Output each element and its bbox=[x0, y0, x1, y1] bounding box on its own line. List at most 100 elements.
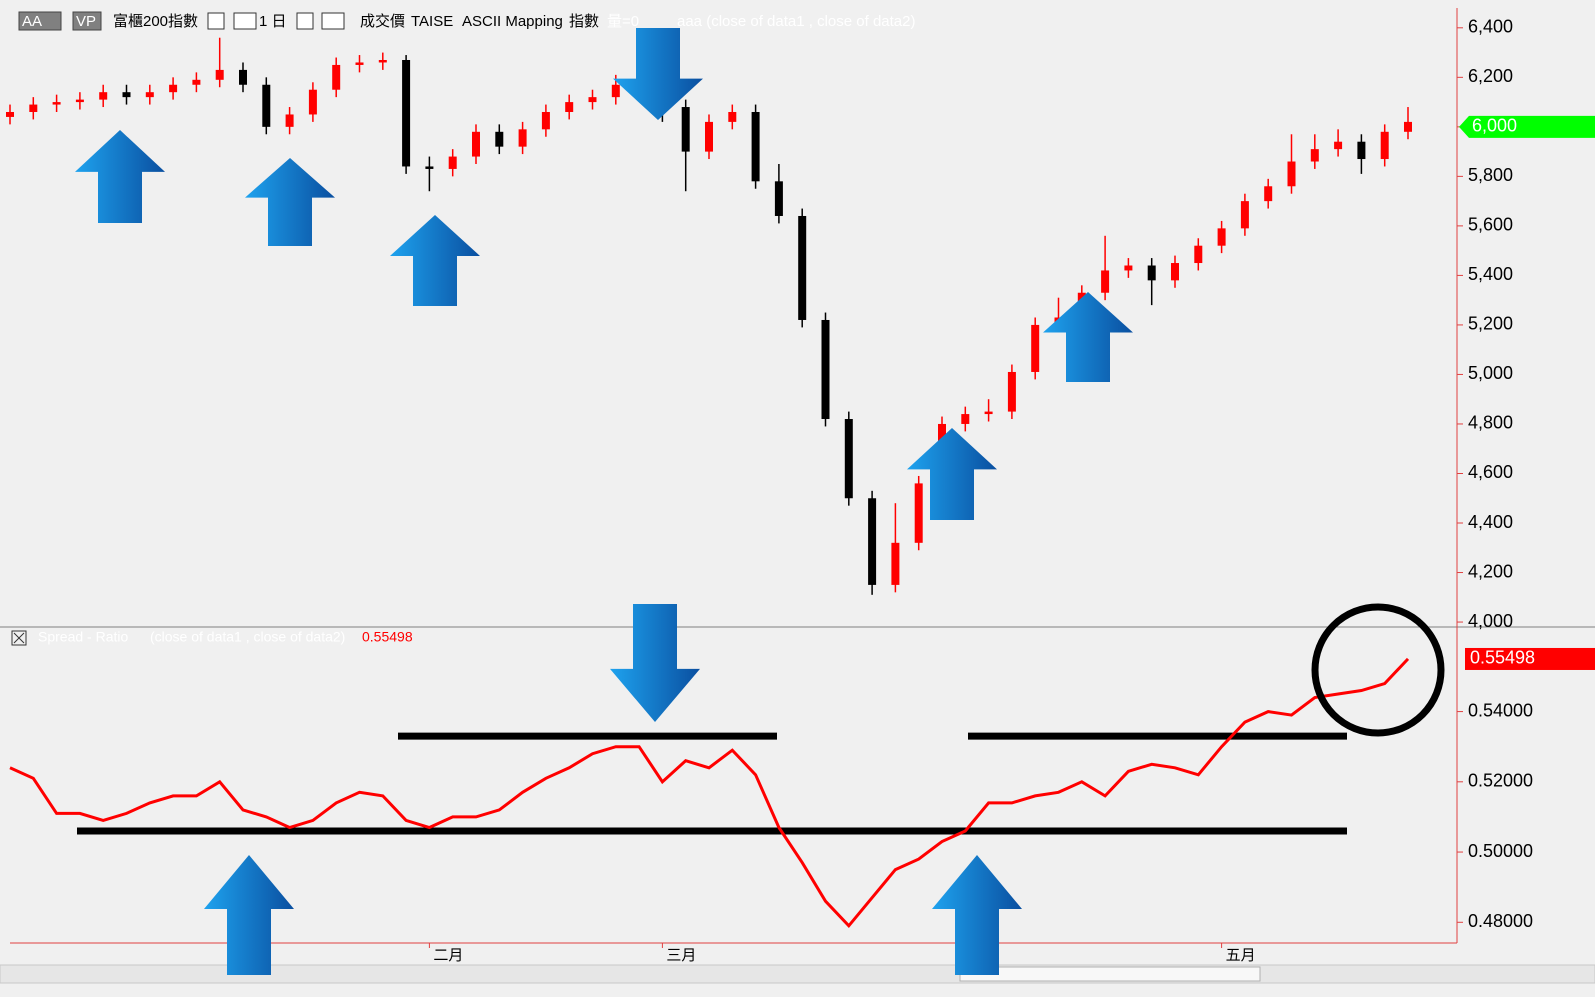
candle-body bbox=[705, 121, 713, 152]
candle-body bbox=[1310, 149, 1319, 162]
candle-body bbox=[914, 483, 923, 543]
candle-body bbox=[75, 99, 84, 103]
candle-body bbox=[1357, 141, 1366, 160]
candle-body bbox=[122, 92, 131, 98]
last-price-tag bbox=[1459, 115, 1595, 138]
candle-body bbox=[378, 59, 387, 63]
candle-body bbox=[518, 129, 527, 147]
toolbar-item: 成交價 bbox=[360, 12, 405, 30]
last-value-label: 0.55498 bbox=[1470, 648, 1535, 668]
dropdown-button[interactable] bbox=[296, 12, 314, 30]
y-tick-label: 5,400 bbox=[1468, 264, 1513, 284]
candle-body bbox=[1287, 161, 1296, 187]
toolbar-item: 1 日 bbox=[259, 13, 287, 30]
y-tick-label: 6,400 bbox=[1468, 17, 1513, 37]
up-arrow bbox=[932, 855, 1022, 975]
x-tick-label: 二月 bbox=[433, 947, 463, 964]
dropdown-button[interactable] bbox=[321, 12, 345, 30]
down-arrow bbox=[613, 28, 703, 120]
candle-body bbox=[681, 107, 690, 152]
last-value-tag bbox=[1465, 647, 1595, 670]
candle-body bbox=[6, 111, 14, 117]
y-tick-label: 4,200 bbox=[1468, 561, 1513, 581]
up-arrow bbox=[204, 855, 294, 975]
y-tick-label: 5,000 bbox=[1468, 363, 1513, 383]
panel-subtitle: (close of data1 , close of data2) bbox=[150, 629, 345, 645]
candle-body bbox=[169, 84, 178, 93]
candle-body bbox=[262, 84, 271, 127]
y-tick-label: 4,400 bbox=[1468, 512, 1513, 532]
last-price-label: 6,000 bbox=[1472, 116, 1517, 136]
candle-body bbox=[821, 319, 830, 420]
candle-body bbox=[774, 181, 783, 216]
y-tick-label: 5,600 bbox=[1468, 215, 1513, 235]
toolbar-item: 指數 bbox=[569, 13, 599, 30]
highlight-circle bbox=[1311, 603, 1445, 737]
toolbar-button[interactable] bbox=[72, 11, 102, 31]
toolbar-item: ASCII Mapping bbox=[462, 13, 563, 30]
toolbar-button[interactable] bbox=[18, 11, 62, 31]
up-arrow bbox=[390, 215, 480, 306]
y-tick-label: 5,800 bbox=[1468, 165, 1513, 185]
up-arrow bbox=[75, 130, 165, 223]
candle-body bbox=[308, 89, 317, 115]
candle-body bbox=[1147, 265, 1156, 281]
candle-body bbox=[332, 64, 341, 90]
toolbar-item: TAISE bbox=[411, 13, 453, 30]
candle-body bbox=[1217, 228, 1226, 246]
candle-body bbox=[1334, 141, 1343, 150]
up-arrow bbox=[245, 158, 335, 246]
toolbar-item[interactable]: VP bbox=[76, 13, 96, 30]
candle-body bbox=[984, 411, 993, 415]
candle-body bbox=[868, 498, 877, 585]
y-tick-label: 5,200 bbox=[1468, 314, 1513, 334]
candle-body bbox=[728, 111, 737, 122]
candle-body bbox=[1380, 131, 1389, 160]
candle-body bbox=[541, 111, 550, 130]
y-tick-label: 0.52000 bbox=[1468, 771, 1533, 791]
candle-body bbox=[1031, 324, 1040, 372]
toolbar-item: 量=0 bbox=[607, 13, 639, 30]
candle-body bbox=[611, 84, 620, 98]
candle-body bbox=[1171, 263, 1179, 281]
toolbar-item[interactable]: AA bbox=[22, 13, 42, 30]
candle-body bbox=[1124, 265, 1133, 271]
candle-body bbox=[402, 59, 411, 167]
dropdown-button[interactable] bbox=[207, 12, 225, 30]
x-tick-label: 三月 bbox=[666, 947, 696, 964]
candle-body bbox=[495, 131, 504, 147]
toolbar-item: aaa (close of data1 , close of data2) bbox=[677, 13, 915, 30]
candle-body bbox=[1194, 245, 1203, 264]
candle-body bbox=[844, 419, 853, 499]
candle-body bbox=[891, 542, 900, 585]
candle-body bbox=[355, 62, 364, 65]
x-tick-label: 五月 bbox=[1226, 947, 1256, 964]
panel-title: Spread - Ratio bbox=[38, 629, 128, 645]
candle-body bbox=[798, 215, 807, 320]
candle-body bbox=[425, 166, 434, 169]
candle-body bbox=[145, 92, 154, 98]
dropdown-button[interactable] bbox=[233, 12, 257, 30]
candle-body bbox=[239, 69, 247, 85]
close-panel-button[interactable] bbox=[11, 630, 27, 646]
candle-body bbox=[192, 79, 201, 85]
candle-body bbox=[52, 102, 61, 105]
toolbar-item: 富櫃200指數 bbox=[113, 12, 198, 30]
down-arrow bbox=[610, 604, 700, 722]
candle-body bbox=[1101, 270, 1110, 293]
candle-body bbox=[1404, 121, 1412, 132]
y-tick-label: 4,800 bbox=[1468, 413, 1513, 433]
candle-body bbox=[448, 156, 457, 169]
candle-body bbox=[215, 69, 224, 80]
candle-body bbox=[1264, 186, 1273, 202]
candle-body bbox=[285, 114, 294, 127]
candle-body bbox=[751, 111, 760, 182]
up-arrow bbox=[1043, 292, 1133, 382]
panel-value: 0.55498 bbox=[362, 629, 413, 645]
candle-body bbox=[565, 102, 574, 112]
scroll-thumb[interactable] bbox=[959, 966, 1261, 982]
close-icon bbox=[13, 632, 25, 644]
candle-body bbox=[29, 104, 38, 112]
